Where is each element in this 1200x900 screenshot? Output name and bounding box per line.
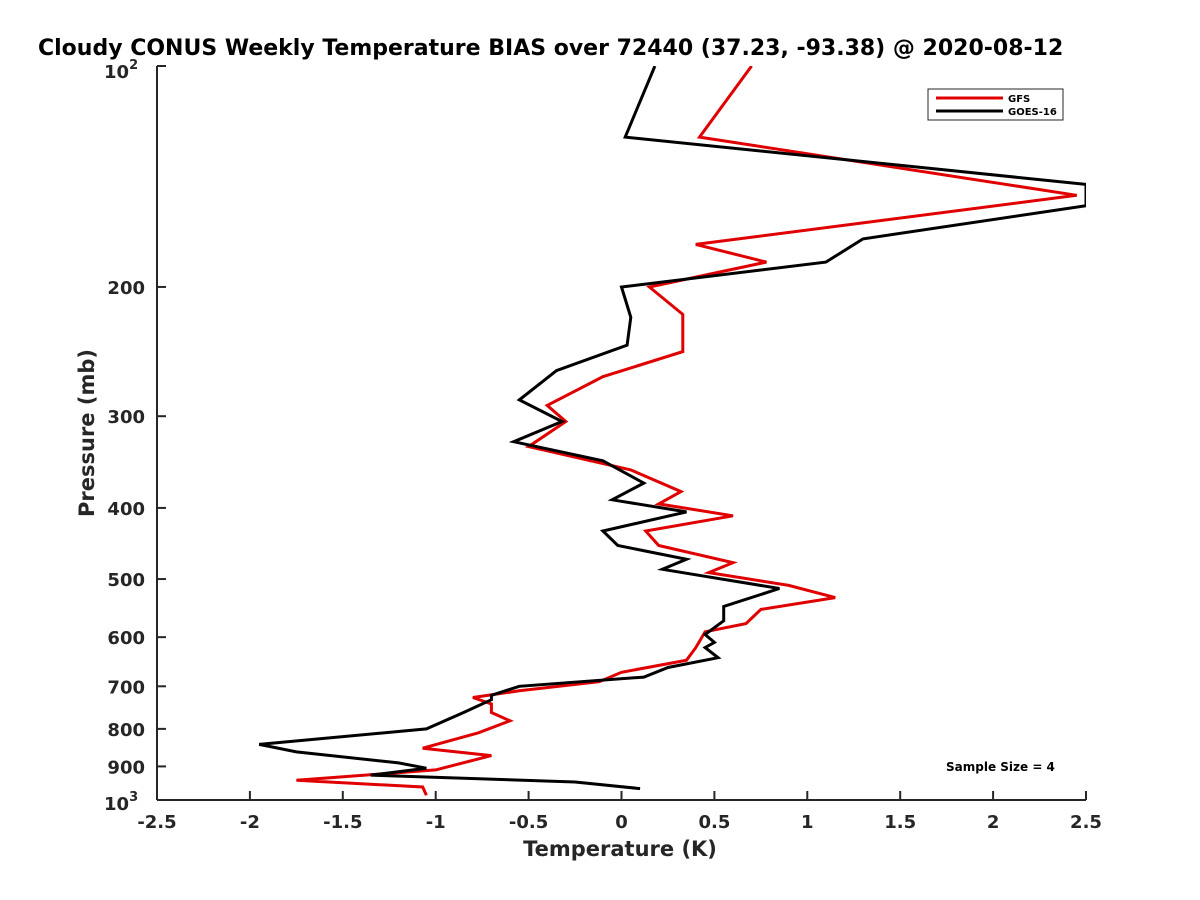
x-tick-label: -1.5 (323, 812, 362, 833)
x-tick-label: 2 (987, 812, 1000, 833)
legend-label-gfs: GFS (1008, 94, 1030, 105)
x-tick-label: 1.5 (884, 812, 916, 833)
y-tick-label: 300 (107, 407, 145, 428)
x-tick-label: 0 (615, 812, 628, 833)
y-axis-label: Pressure (mb) (75, 349, 99, 517)
series-line-goes16 (258, 66, 1086, 791)
y-tick-label: 600 (107, 628, 145, 649)
x-tick-label: -1 (426, 812, 446, 833)
legend-box (927, 88, 1064, 121)
series-line-gfs (296, 66, 1077, 796)
y-tick-label: 200 (107, 278, 145, 299)
legend: GFS GOES-16 (927, 88, 1064, 121)
x-tick-label: 2.5 (1070, 812, 1102, 833)
y-tick-label: 400 (107, 499, 145, 520)
y-tick-label: 500 (107, 570, 145, 591)
y-ticks: 200 300 400 500 600 700 800 900 (107, 65, 166, 801)
sample-size-annotation: Sample Size = 4 (946, 760, 1055, 774)
y-tick-label: 900 (107, 757, 145, 778)
legend-label-goes16: GOES-16 (1008, 107, 1057, 118)
x-tick-label: 1 (801, 812, 814, 833)
chart-title: Cloudy CONUS Weekly Temperature BIAS ove… (38, 36, 1063, 61)
x-tick-label: -2.5 (137, 812, 176, 833)
x-ticks: -2.5 -2 -1.5 -1 -0.5 0 0.5 1 1.5 2 2.5 (137, 791, 1102, 833)
x-tick-label: 0.5 (698, 812, 730, 833)
y-tick-label-bottom: 103 (104, 790, 138, 815)
y-tick-label: 700 (107, 677, 145, 698)
x-tick-label: -0.5 (509, 812, 548, 833)
y-tick-label: 800 (107, 720, 145, 741)
y-tick-label-top: 102 (104, 58, 138, 83)
x-tick-label: -2 (240, 812, 260, 833)
series-layer (258, 66, 1086, 796)
x-axis-label: Temperature (K) (523, 837, 717, 861)
